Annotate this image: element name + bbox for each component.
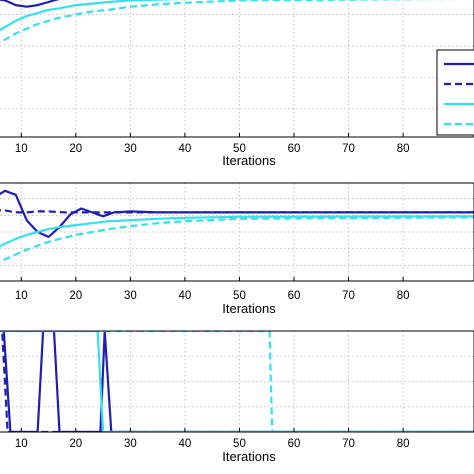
x-tick-label: 80 bbox=[397, 438, 410, 450]
x-tick-label: 70 bbox=[342, 438, 355, 450]
x-tick-label: 20 bbox=[69, 438, 82, 450]
series-line-3 bbox=[0, 0, 182, 32]
series-group bbox=[0, 189, 474, 264]
x-tick-label: 50 bbox=[233, 438, 246, 450]
series-line-4 bbox=[0, 0, 460, 44]
x-tick-label: 50 bbox=[233, 290, 246, 302]
x-tick-label: 70 bbox=[342, 143, 355, 155]
x-tick-label: 10 bbox=[15, 143, 28, 155]
x-tick-label: 40 bbox=[179, 143, 192, 155]
x-tick-label: 60 bbox=[288, 438, 301, 450]
axes-frame bbox=[0, 330, 474, 433]
x-tick-label: 70 bbox=[342, 290, 355, 302]
grid bbox=[0, 0, 474, 137]
series-group bbox=[0, 0, 460, 44]
series-line-1 bbox=[0, 0, 60, 8]
x-tick-label: 60 bbox=[288, 290, 301, 302]
x-tick-label: 80 bbox=[397, 290, 410, 302]
x-tick-label: 40 bbox=[179, 438, 192, 450]
series-group bbox=[0, 331, 474, 432]
x-tick-label: 40 bbox=[179, 290, 192, 302]
x-tick-label: 30 bbox=[124, 290, 137, 302]
x-tick-label: 20 bbox=[69, 143, 82, 155]
grid bbox=[0, 331, 474, 432]
grid bbox=[0, 183, 474, 281]
x-tick-label: 50 bbox=[233, 143, 246, 155]
x-tick-label: 30 bbox=[124, 438, 137, 450]
series-line-1 bbox=[0, 331, 474, 432]
series-line-4 bbox=[0, 216, 474, 264]
x-axis-label: Iterations bbox=[222, 153, 276, 168]
x-axis-label: Iterations bbox=[222, 301, 276, 316]
series-line-3 bbox=[0, 215, 474, 248]
x-tick-label: 60 bbox=[288, 143, 301, 155]
series-line-1 bbox=[0, 189, 474, 238]
axes-frame bbox=[0, 182, 474, 282]
x-tick-label: 30 bbox=[124, 143, 137, 155]
axes-frame bbox=[0, 0, 474, 138]
x-tick-label: 10 bbox=[15, 438, 28, 450]
panel-2: 10 20 30 40 50 60 70 80 Iterations bbox=[0, 182, 474, 316]
series-line-2 bbox=[0, 209, 474, 214]
x-tick-label: 80 bbox=[397, 143, 410, 155]
series-line-2 bbox=[0, 331, 474, 432]
x-axis-label: Iterations bbox=[222, 449, 276, 464]
series-line-3 bbox=[0, 331, 474, 432]
legend bbox=[436, 49, 474, 136]
x-tick-label: 20 bbox=[69, 290, 82, 302]
panel-1: 10 20 30 40 50 60 70 80 Iterations bbox=[0, 0, 474, 168]
panel-3: 10 20 30 40 50 60 70 80 Iterations bbox=[0, 330, 474, 464]
x-tick-label: 10 bbox=[15, 290, 28, 302]
legend-box bbox=[436, 49, 474, 136]
